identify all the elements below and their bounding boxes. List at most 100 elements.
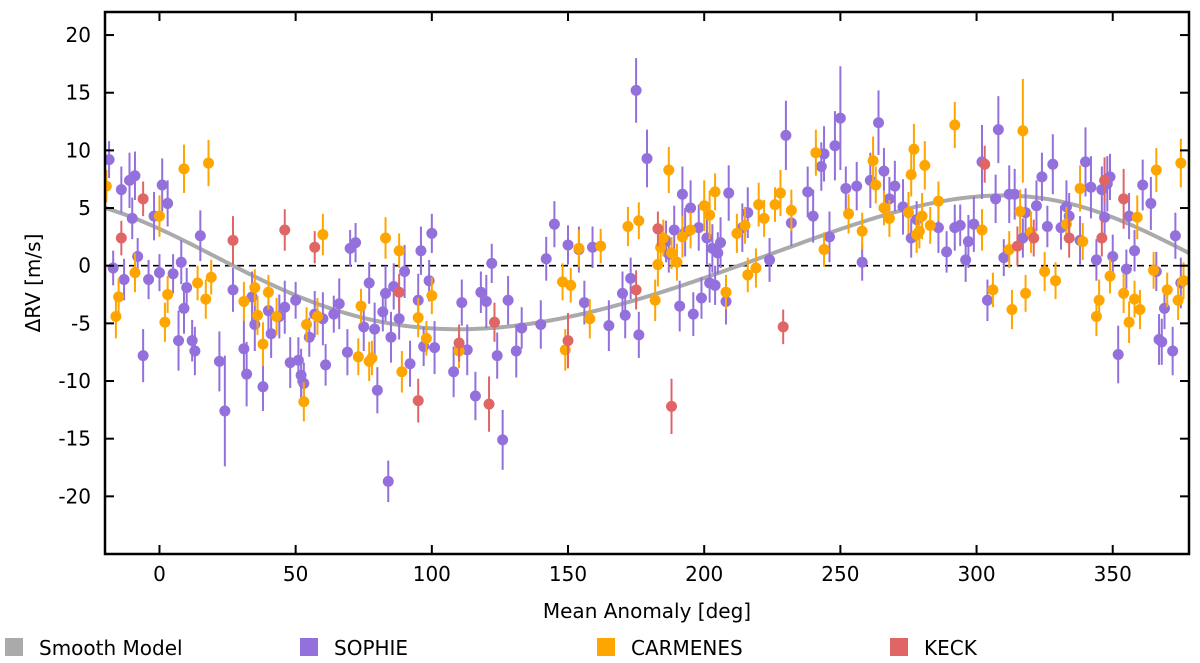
sophie-point xyxy=(641,129,653,188)
carmenes-point xyxy=(420,321,432,356)
sophie-marker xyxy=(723,187,735,199)
legend-item-carmenes: CARMENES xyxy=(597,636,743,660)
sophie-point xyxy=(118,258,130,301)
carmenes-point xyxy=(750,248,762,288)
sophie-point xyxy=(320,344,332,386)
keck-marker xyxy=(1028,232,1040,244)
sophie-marker xyxy=(1047,158,1059,170)
carmenes-marker xyxy=(1134,304,1146,316)
sophie-point xyxy=(578,280,590,325)
carmenes-marker xyxy=(271,310,283,322)
carmenes-point xyxy=(902,191,914,234)
carmenes-marker xyxy=(1093,294,1105,306)
carmenes-point xyxy=(1014,189,1026,234)
x-tick-label: 50 xyxy=(283,562,308,586)
sophie-point xyxy=(1123,193,1135,240)
sophie-marker xyxy=(448,366,460,378)
carmenes-marker xyxy=(573,242,585,254)
sophie-marker xyxy=(685,202,697,214)
sophie-point xyxy=(633,311,645,358)
sophie-point xyxy=(668,205,680,255)
sophie-marker xyxy=(695,292,707,304)
sophie-point xyxy=(954,204,966,247)
sophie-marker xyxy=(380,287,392,299)
sophie-point xyxy=(1137,159,1149,211)
carmenes-marker xyxy=(565,279,577,291)
carmenes-marker xyxy=(676,231,688,243)
keck-point xyxy=(1011,226,1023,266)
sophie-point xyxy=(818,126,830,182)
sophie-point xyxy=(189,326,201,376)
carmenes-point xyxy=(1175,138,1187,188)
sophie-point xyxy=(162,180,174,227)
sophie-point xyxy=(126,197,138,240)
legend-label: SOPHIE xyxy=(334,636,408,660)
sophie-marker xyxy=(279,301,291,313)
keck-point xyxy=(979,145,991,183)
legend-label: KECK xyxy=(924,636,978,660)
sophie-marker xyxy=(1158,302,1170,314)
sophie-point xyxy=(344,229,356,267)
carmenes-point xyxy=(129,253,141,293)
carmenes-marker xyxy=(311,310,323,322)
keck-marker xyxy=(227,234,239,246)
sophie-point xyxy=(461,324,473,376)
keck-marker xyxy=(652,223,664,235)
carmenes-point xyxy=(380,217,392,259)
sophie-point xyxy=(1041,205,1053,248)
sophie-point xyxy=(1080,127,1092,197)
sophie-marker xyxy=(562,239,574,251)
sophie-point xyxy=(990,174,1002,224)
carmenes-marker xyxy=(1077,235,1089,247)
sophie-marker xyxy=(1041,220,1053,232)
sophie-marker xyxy=(480,295,492,307)
carmenes-point xyxy=(1123,301,1135,343)
sophie-marker xyxy=(1099,211,1111,223)
sophie-marker xyxy=(823,231,835,243)
carmenes-marker xyxy=(159,316,171,328)
legend-item-keck: KECK xyxy=(890,636,978,660)
carmenes-point xyxy=(739,206,751,244)
carmenes-point xyxy=(192,265,204,301)
carmenes-marker xyxy=(652,259,664,271)
sophie-marker xyxy=(1129,245,1141,257)
sophie-marker xyxy=(851,180,863,192)
carmenes-marker xyxy=(178,163,190,175)
sophie-marker xyxy=(213,355,225,367)
sophie-marker xyxy=(701,232,713,244)
carmenes-marker xyxy=(113,291,125,303)
sophie-point xyxy=(350,223,362,263)
carmenes-point xyxy=(919,141,931,190)
keck-point xyxy=(1118,168,1130,229)
carmenes-marker xyxy=(366,352,378,364)
keck-point xyxy=(393,273,405,311)
carmenes-point xyxy=(657,219,669,257)
sophie-point xyxy=(167,254,179,294)
sophie-marker xyxy=(497,434,509,446)
sophie-point xyxy=(107,250,119,286)
carmenes-marker xyxy=(1090,310,1102,322)
carmenes-point xyxy=(758,199,770,237)
sophie-point xyxy=(1112,325,1124,384)
sophie-marker xyxy=(129,170,141,182)
carmenes-marker xyxy=(257,338,269,350)
carmenes-marker xyxy=(200,293,212,305)
sophie-marker xyxy=(856,256,868,268)
carmenes-marker xyxy=(657,232,669,244)
sophie-marker xyxy=(423,275,435,287)
carmenes-marker xyxy=(252,309,264,321)
sophie-marker xyxy=(883,193,895,205)
carmenes-marker xyxy=(1129,293,1141,305)
carmenes-point xyxy=(1129,280,1141,318)
sophie-point xyxy=(516,307,528,349)
sophie-marker xyxy=(415,245,427,257)
sophie-point xyxy=(998,239,1010,277)
carmenes-marker xyxy=(671,256,683,268)
sophie-point xyxy=(856,243,868,281)
carmenes-marker xyxy=(1017,125,1029,137)
carmenes-marker xyxy=(298,396,310,408)
carmenes-point xyxy=(932,181,944,221)
sophie-marker xyxy=(1107,250,1119,262)
sophie-marker xyxy=(954,219,966,231)
